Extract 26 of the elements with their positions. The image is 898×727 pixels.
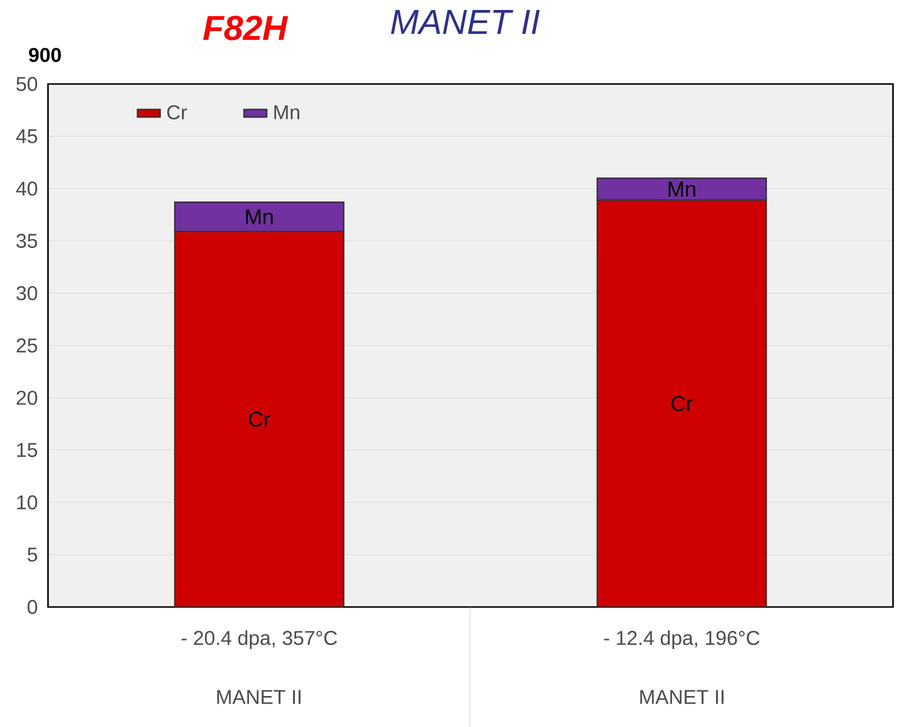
text: MANET II xyxy=(217,690,300,704)
x-tick-label: - 20.4 dpa, 357°C xyxy=(182,630,337,649)
annotation: Cr xyxy=(672,396,693,411)
y-tick-label: 25 xyxy=(16,338,38,352)
y-tick-label: 0 xyxy=(28,600,38,614)
legend-label: Mn xyxy=(274,105,300,120)
y-tick-label: 10 xyxy=(17,495,38,510)
annotation: Mn xyxy=(668,182,696,196)
y-tick-label: 5 xyxy=(28,548,38,562)
y-tick-label: 20 xyxy=(16,390,38,405)
y-tick-label: 50 xyxy=(16,76,38,91)
annotation: Mn xyxy=(246,209,273,224)
text: 900 xyxy=(29,48,61,62)
y-tick-label: 30 xyxy=(16,286,38,300)
text: F82H xyxy=(203,16,288,40)
text: MANET II xyxy=(390,10,540,34)
text: MANET II xyxy=(640,690,724,704)
bar xyxy=(174,230,344,607)
annotation: Cr xyxy=(249,412,270,427)
x-tick-label: - 12.4 dpa, 196°C xyxy=(604,630,760,649)
y-tick-label: 45 xyxy=(16,129,38,144)
legend-label: Cr xyxy=(167,105,187,120)
bar xyxy=(596,199,767,607)
y-tick-label: 40 xyxy=(16,181,38,196)
y-tick-label: 15 xyxy=(17,442,38,457)
y-tick-label: 35 xyxy=(16,234,38,248)
